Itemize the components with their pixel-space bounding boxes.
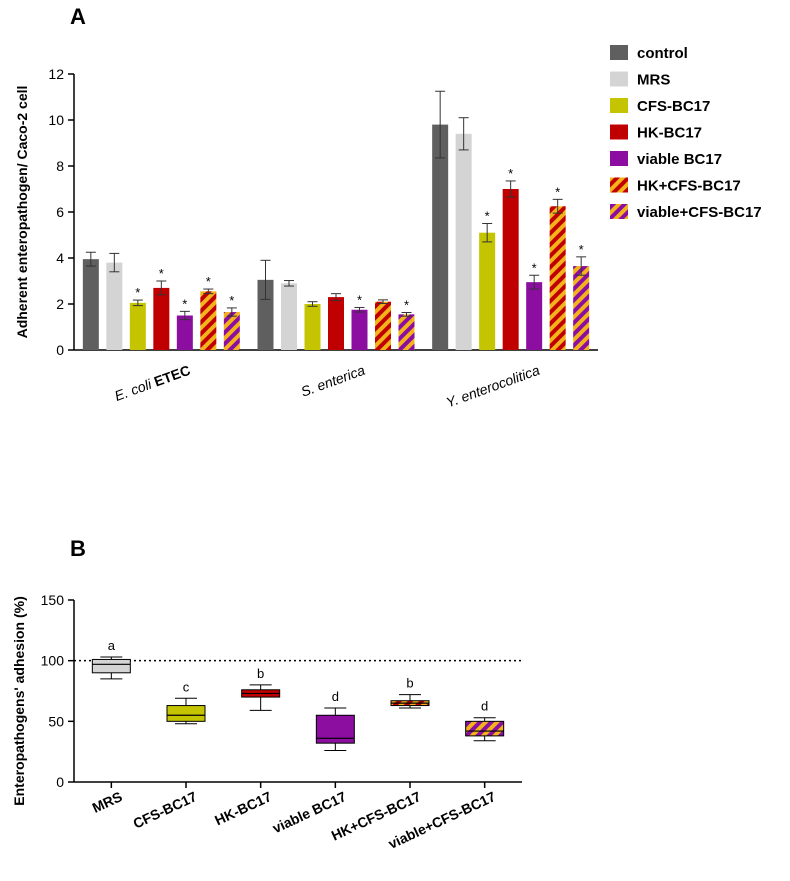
significance-marker: * [579,242,584,257]
bar [526,282,543,350]
y-tick-label: 50 [48,713,64,729]
significance-marker: * [508,166,513,181]
x-tick-label: MRS [90,788,125,816]
y-tick-label: 8 [56,158,64,174]
bar [398,314,415,350]
bar [257,279,274,350]
legend-swatch [610,177,628,193]
bar [502,189,519,350]
box [91,658,131,674]
significance-marker: * [159,266,164,281]
bar [432,124,449,350]
y-tick-label: 2 [56,296,64,312]
bar [106,262,123,350]
bar [304,304,321,350]
group-letter: a [108,638,116,653]
bar [129,302,146,350]
category-label-italic: Y. enterocolitica [444,362,542,411]
legend-label: viable BC17 [637,151,722,168]
legend-label: HK-BC17 [637,125,702,142]
bar [375,301,391,350]
bar [328,297,344,350]
x-tick-label: CFS-BC17 [130,788,199,832]
significance-marker: * [532,260,537,275]
category-label-bold: ETEC [152,362,193,390]
y-axis-title: Adherent enteropathogen/ Caco-2 cell [14,86,30,339]
y-tick-label: 12 [48,66,64,82]
significance-marker: * [229,293,234,308]
y-tick-label: 6 [56,204,64,220]
y-tick-label: 100 [41,653,65,669]
y-tick-label: 0 [56,342,64,358]
legend: control MRS CFS-BC17 HK-BC17 viable BC17 HK+C… [610,45,762,221]
legend-swatch [610,124,628,140]
bar-chart-a: 0 2 4 6 8 10 12 Adherent enteropathogen/ Caco-2… [14,66,598,410]
panel-label-a: A [70,4,86,29]
legend-label: control [637,45,688,62]
box [315,714,355,744]
significance-marker: * [357,292,362,307]
bar [455,133,472,350]
legend-swatch [610,45,628,60]
bar [479,232,496,350]
bar [573,266,590,350]
significance-marker: * [135,285,140,300]
y-tick-label: 10 [48,112,64,128]
bar [351,309,368,350]
bar [153,287,170,350]
y-tick-label: 0 [56,774,64,790]
significance-marker: * [206,274,211,289]
significance-marker: * [404,298,409,313]
category-label: Y. enterocolitica [444,362,542,411]
significance-marker: * [485,209,490,224]
box [465,720,505,737]
category-label: E. coli ETEC [112,362,192,404]
bar [223,312,240,350]
x-tick-label: HK-BC17 [212,788,274,828]
bar [176,315,193,350]
significance-marker: * [182,296,187,311]
box [166,705,206,722]
legend-label: MRS [637,72,670,89]
category-label-italic: S. enterica [299,362,368,400]
group-letter: d [332,689,339,704]
category-label: S. enterica [299,362,368,400]
y-tick-label: 150 [41,592,65,608]
bar [82,259,99,350]
legend-swatch [610,98,628,113]
bar [200,291,217,350]
category-label-italic: E. coli [112,376,154,404]
significance-marker: * [555,184,560,199]
bar [549,206,566,350]
legend-label: viable+CFS-BC17 [637,204,762,221]
y-axis-title: Enteropathogens' adhesion (%) [11,596,27,805]
legend-swatch [610,151,628,166]
box-chart-b: 0 50 100 150 Enteropathogens' adhesion (%) a M… [11,592,522,852]
group-letter: b [406,676,413,691]
group-letter: d [481,699,488,714]
group-letter: b [257,666,264,681]
y-tick-label: 4 [56,250,64,266]
legend-label: CFS-BC17 [637,98,710,115]
group-letter: c [183,679,190,694]
bar [281,283,297,350]
legend-swatch [610,71,628,87]
legend-swatch [610,204,628,219]
legend-label: HK+CFS-BC17 [637,178,741,195]
panel-label-b: B [70,536,86,561]
